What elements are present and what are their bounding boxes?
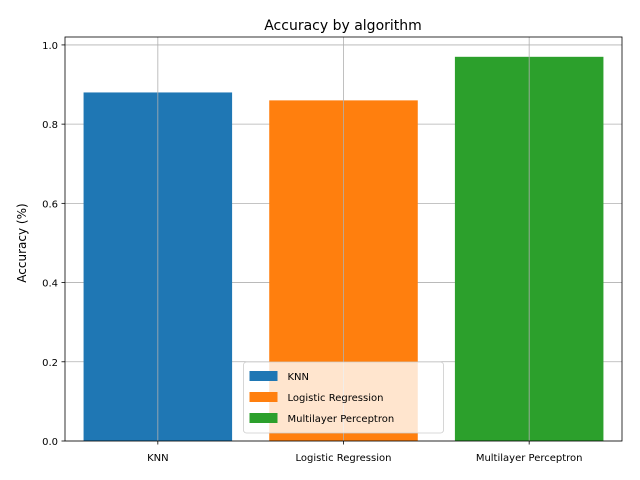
legend-label: Logistic Regression — [288, 393, 384, 404]
legend-label: KNN — [288, 372, 310, 383]
axes — [61, 36, 623, 445]
legend-box — [243, 361, 444, 434]
plot-frame — [64, 36, 623, 442]
legend-swatch — [249, 413, 278, 423]
y-tick-label: 0.0 — [42, 437, 58, 448]
y-tick-label: 0.6 — [42, 199, 58, 210]
chart-title: Accuracy by algorithm — [264, 18, 422, 34]
x-tick-label: KNN — [147, 453, 169, 464]
tick-labels: 0.0 0.2 0.4 0.6 0.8 1.0 KNN Logistic Regression… — [42, 41, 582, 464]
y-tick-label: 1.0 — [42, 41, 58, 52]
legend: KNN Logistic Regression Multilayer Percept… — [243, 361, 444, 434]
legend-swatch — [249, 392, 278, 402]
y-axis-label: Accuracy (%) — [15, 203, 29, 282]
x-tick-label: Multilayer Perceptron — [476, 453, 583, 464]
y-tick-label: 0.8 — [42, 120, 58, 131]
legend-label: Multilayer Perceptron — [288, 414, 395, 425]
y-tick-label: 0.2 — [42, 358, 58, 369]
x-tick-label: Logistic Regression — [296, 453, 392, 464]
legend-swatch — [249, 371, 278, 381]
y-tick-label: 0.4 — [42, 279, 58, 290]
